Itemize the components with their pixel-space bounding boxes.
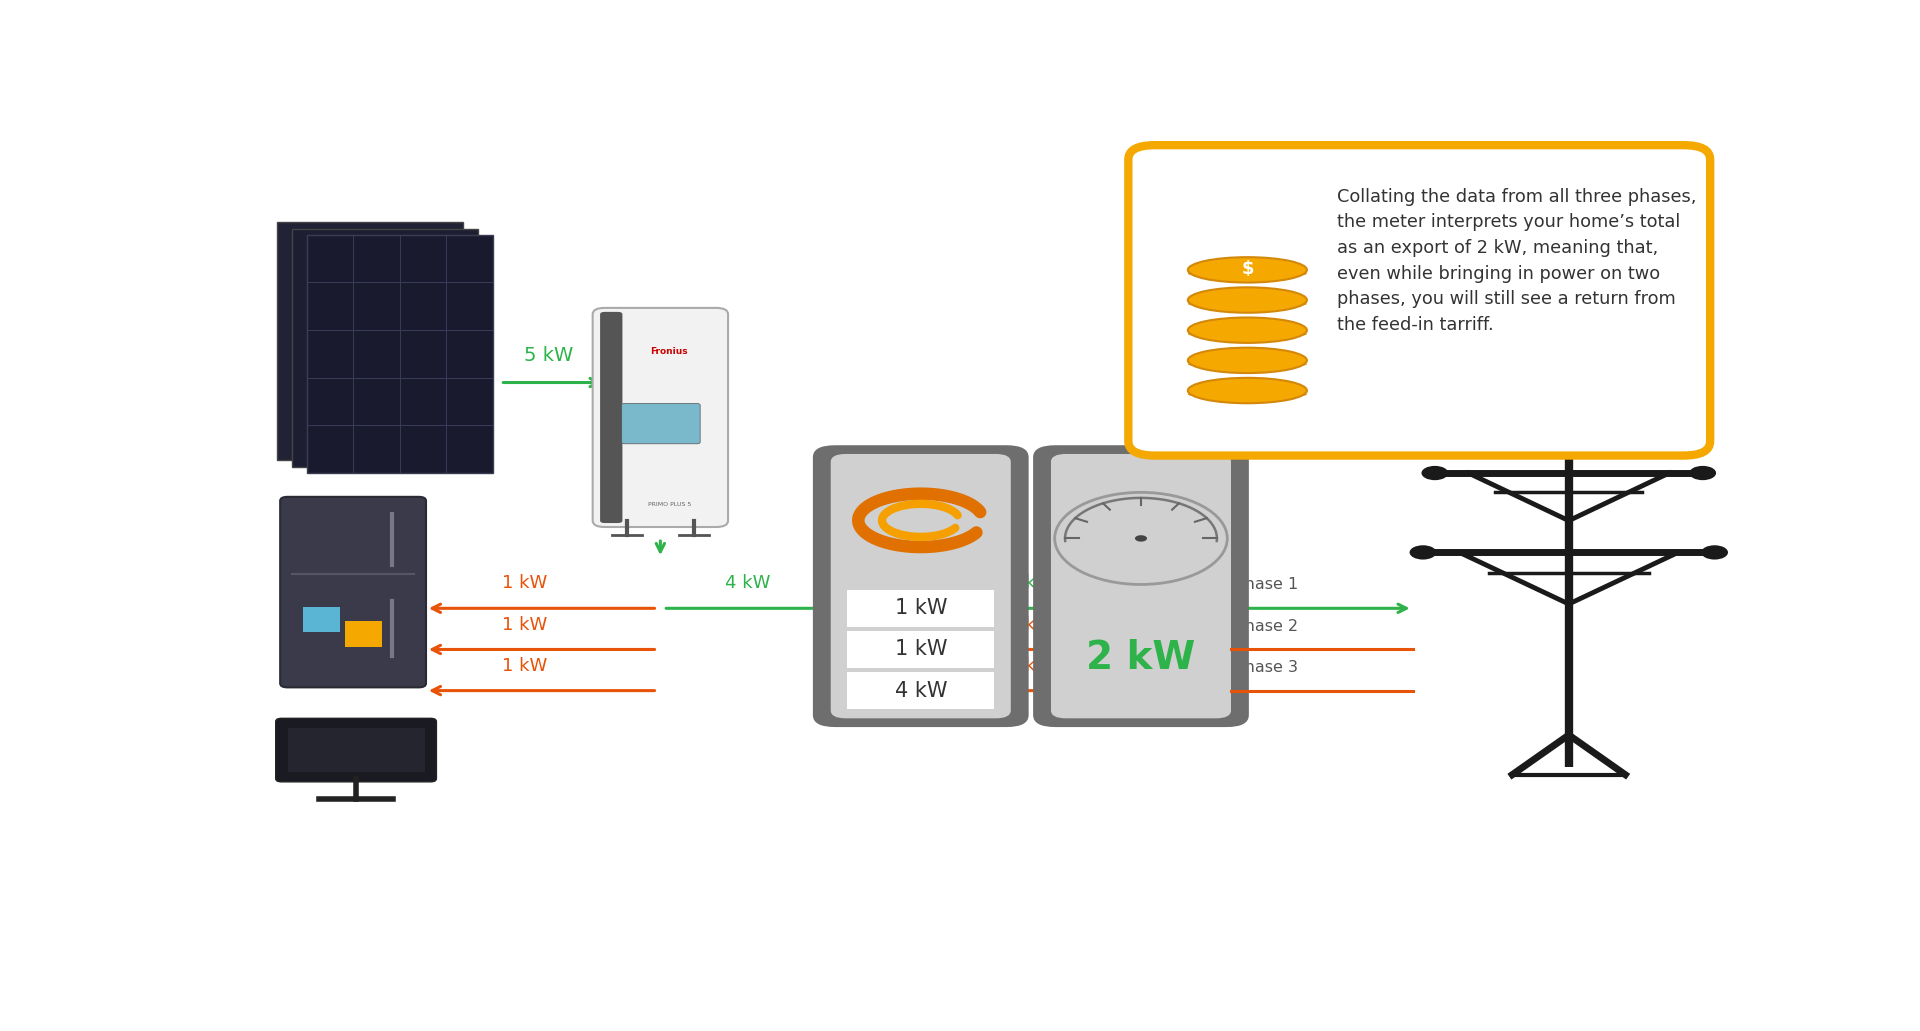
Text: Phase 3: Phase 3 [1235,660,1298,674]
FancyBboxPatch shape [1129,145,1711,456]
Text: 1 kW: 1 kW [501,657,547,674]
Circle shape [1409,545,1436,560]
Text: 4 kW: 4 kW [1008,574,1054,593]
FancyBboxPatch shape [280,497,426,688]
Circle shape [910,510,947,530]
FancyBboxPatch shape [593,308,728,527]
FancyBboxPatch shape [601,311,622,523]
FancyBboxPatch shape [847,672,995,708]
Ellipse shape [1188,390,1308,399]
Ellipse shape [1188,269,1308,278]
Ellipse shape [1188,288,1308,312]
Ellipse shape [1188,318,1308,343]
Circle shape [1701,545,1728,560]
Text: 1 kW: 1 kW [501,574,547,593]
FancyBboxPatch shape [288,728,424,772]
Ellipse shape [1188,257,1308,282]
Text: Phase 1: Phase 1 [1235,577,1298,593]
Circle shape [1054,493,1227,585]
Circle shape [1678,387,1705,401]
FancyBboxPatch shape [276,222,463,460]
Text: $: $ [1240,260,1254,277]
Text: 1 kW: 1 kW [895,598,947,619]
Circle shape [1421,466,1448,480]
Text: Phase 2: Phase 2 [1235,619,1298,634]
Circle shape [1434,387,1461,401]
Ellipse shape [1188,347,1308,373]
FancyBboxPatch shape [307,235,493,473]
FancyBboxPatch shape [292,229,478,467]
Text: 1 kW: 1 kW [1008,657,1054,674]
FancyBboxPatch shape [847,631,995,668]
FancyBboxPatch shape [622,403,701,443]
Text: 1 kW: 1 kW [895,639,947,660]
Ellipse shape [1188,377,1308,403]
Text: 1 kW: 1 kW [501,616,547,634]
Ellipse shape [1188,360,1308,369]
Text: PRIMO PLUS 5: PRIMO PLUS 5 [647,502,691,506]
Circle shape [1135,535,1146,541]
FancyBboxPatch shape [1033,445,1248,727]
Ellipse shape [1188,299,1308,308]
FancyBboxPatch shape [831,454,1010,719]
Text: 5 kW: 5 kW [524,346,574,365]
FancyBboxPatch shape [847,590,995,627]
Circle shape [1690,466,1716,480]
Text: 4 kW: 4 kW [726,574,770,593]
FancyBboxPatch shape [303,606,340,632]
Text: 2 kW: 2 kW [1087,639,1196,677]
Text: Fronius: Fronius [651,346,687,356]
Text: 4 kW: 4 kW [895,680,947,701]
Ellipse shape [1188,330,1308,338]
FancyBboxPatch shape [346,622,382,646]
Text: Collating the data from all three phases,
the meter interprets your home’s total: Collating the data from all three phases… [1336,188,1695,334]
FancyBboxPatch shape [812,445,1029,727]
FancyBboxPatch shape [276,719,436,781]
Text: 1 kW: 1 kW [1008,616,1054,634]
FancyBboxPatch shape [1050,454,1231,719]
